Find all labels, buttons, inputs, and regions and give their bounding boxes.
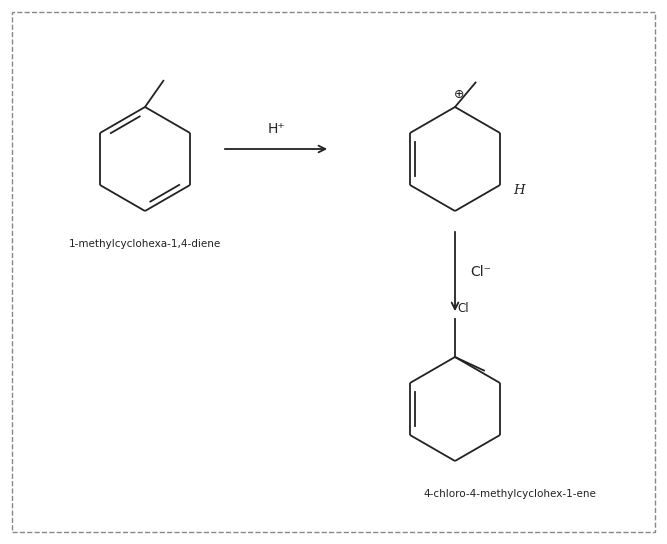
Text: 1-methylcyclohexa-1,4-diene: 1-methylcyclohexa-1,4-diene	[69, 239, 221, 249]
Text: 4-chloro-4-methylcyclohex-1-ene: 4-chloro-4-methylcyclohex-1-ene	[424, 489, 596, 499]
Text: ⊕: ⊕	[454, 88, 464, 101]
Text: Cl: Cl	[457, 302, 469, 315]
Text: Cl⁻: Cl⁻	[470, 264, 491, 279]
Text: H: H	[513, 184, 524, 197]
Text: H⁺: H⁺	[267, 122, 285, 136]
